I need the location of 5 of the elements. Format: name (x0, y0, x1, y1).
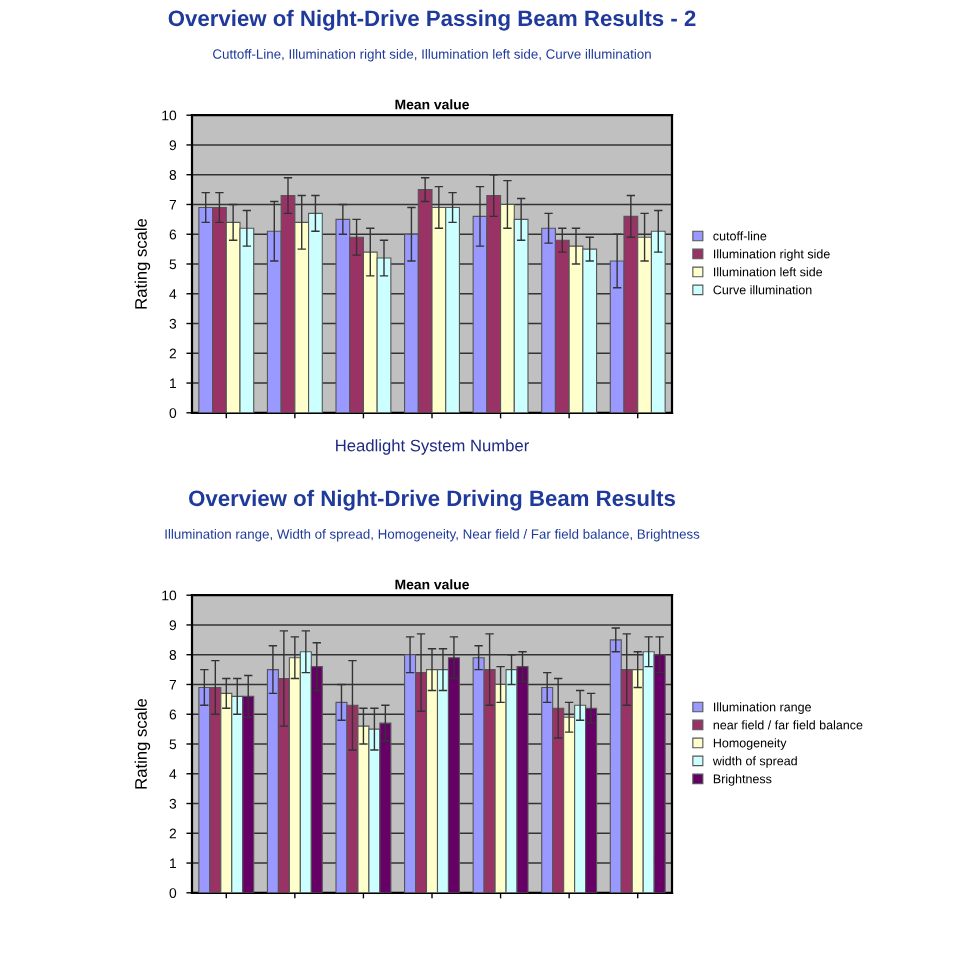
chart-title: Overview of Night-Drive Passing Beam Results - 2 (168, 9, 696, 31)
y-axis-title: Rating scale (134, 698, 151, 789)
chart-title: Overview of Night-Drive Driving Beam Results (189, 489, 675, 511)
x-axis-title: Headlight System Number (336, 439, 529, 455)
y-axis-title: Rating scale (134, 218, 151, 309)
